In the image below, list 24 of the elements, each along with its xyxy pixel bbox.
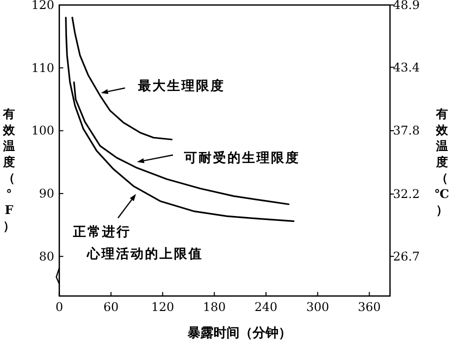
annotation: 正常进行 [72,225,131,240]
x-tick-label: 240 [254,300,278,314]
annotation: 心理活动的上限值 [86,246,203,262]
y2-tick-label: 43.4 [393,60,420,74]
x-tick-label: 0 [55,300,64,314]
y2-tick-label: 37.8 [393,124,420,138]
annotation: 最大生理限度 [137,78,225,94]
x-tick-label: 300 [306,300,330,314]
annotation: 可耐受的生理限度 [183,150,300,166]
x-tick-label: 180 [202,300,226,314]
y-tick-label: 100 [31,124,54,138]
y-tick-label: 110 [31,60,54,75]
y2-tick-label: 26.7 [393,249,420,264]
y-tick-label: 80 [39,249,54,264]
y-axis-title: 有效温度（°F） [2,107,16,233]
y2-axis-title: 有效温度（℃） [434,107,450,217]
x-tick-label: 60 [103,300,119,314]
y2-tick-label: 48.9 [393,0,420,12]
x-tick-label: 360 [358,300,381,314]
y2-tick-label: 32.2 [393,187,420,202]
y-tick-label: 90 [39,186,54,201]
x-tick-label: 120 [151,300,174,314]
x-axis-title: 暴露时间（分钟） [186,326,292,341]
y-tick-label: 120 [31,0,54,12]
